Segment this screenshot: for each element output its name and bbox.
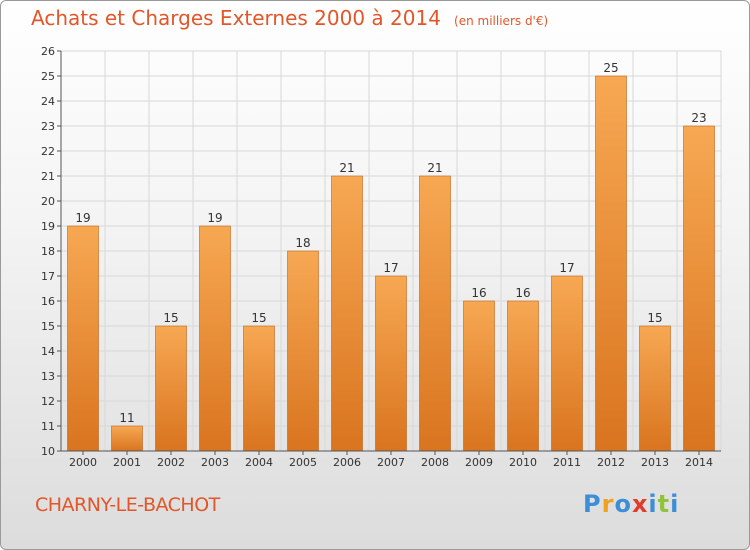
y-tick-label: 18: [41, 245, 55, 258]
bar-2014: [683, 125, 715, 452]
y-tick-label: 20: [41, 195, 55, 208]
logo-letter: i: [670, 490, 680, 518]
logo-letter: P: [583, 490, 602, 518]
y-tick-label: 24: [41, 95, 55, 108]
value-label: 21: [427, 161, 442, 175]
y-tick-label: 23: [41, 120, 55, 133]
city-name: CHARNY-LE-BACHOT: [35, 494, 220, 516]
y-tick-label: 22: [41, 145, 55, 158]
y-tick-label: 25: [41, 70, 55, 83]
value-label: 18: [295, 236, 310, 250]
bar-2008: [419, 175, 451, 452]
bar-2012: [595, 75, 627, 452]
bar-2010: [507, 300, 539, 452]
bar-2006: [331, 175, 363, 452]
logo-letter: x: [631, 490, 649, 518]
x-tick-label: 2006: [333, 456, 361, 469]
bars: 19 11 15 19 15 18 21 17 21 16 16 17 25 15 23: [67, 61, 715, 452]
bar-2005: [287, 250, 319, 452]
bar-2001: [111, 425, 143, 452]
value-label: 15: [647, 311, 662, 325]
x-tick-label: 2005: [289, 456, 317, 469]
value-label: 16: [471, 286, 486, 300]
axes: 10 11 12 13 14 15 16 17 18 19 20 21 22 23 24 25 26 2000 20…: [41, 45, 721, 469]
x-tick-label: 2011: [553, 456, 581, 469]
x-tick-label: 2014: [685, 456, 713, 469]
value-label: 19: [207, 211, 222, 225]
bar-2011: [551, 275, 583, 452]
x-tick-label: 2009: [465, 456, 493, 469]
y-tick-label: 16: [41, 295, 55, 308]
bar-2002: [155, 325, 187, 452]
chart-title: Achats et Charges Externes 2000 à 2014 (…: [31, 6, 548, 30]
y-tick-label: 10: [41, 445, 55, 458]
y-tick-label: 13: [41, 370, 55, 383]
logo-letter: o: [614, 490, 632, 518]
logo-letter: i: [648, 490, 658, 518]
logo-letter: r: [601, 490, 615, 518]
bar-2004: [243, 325, 275, 452]
bar-2007: [375, 275, 407, 452]
bar-2009: [463, 300, 495, 452]
x-tick-label: 2000: [69, 456, 97, 469]
proxiti-logo: Proxiti: [583, 490, 679, 518]
y-tick-label: 17: [41, 270, 55, 283]
value-label: 25: [603, 61, 618, 75]
value-label: 19: [75, 211, 90, 225]
y-tick-label: 12: [41, 395, 55, 408]
value-label: 15: [251, 311, 266, 325]
value-label: 16: [515, 286, 530, 300]
x-tick-label: 2007: [377, 456, 405, 469]
value-label: 15: [163, 311, 178, 325]
y-tick-label: 26: [41, 45, 55, 58]
bar-2003: [199, 225, 231, 452]
x-tick-label: 2002: [157, 456, 185, 469]
y-tick-label: 15: [41, 320, 55, 333]
x-tick-label: 2001: [113, 456, 141, 469]
y-tick-label: 19: [41, 220, 55, 233]
bar-2000: [67, 225, 99, 452]
logo-letter: t: [657, 490, 671, 518]
x-tick-label: 2008: [421, 456, 449, 469]
value-label: 21: [339, 161, 354, 175]
y-tick-label: 21: [41, 170, 55, 183]
unit-text: (en milliers d'€): [454, 14, 549, 28]
bar-2013: [639, 325, 671, 452]
x-tick-label: 2012: [597, 456, 625, 469]
y-tick-label: 14: [41, 345, 55, 358]
x-tick-label: 2004: [245, 456, 273, 469]
x-tick-label: 2013: [641, 456, 669, 469]
y-tick-label: 11: [41, 420, 55, 433]
value-label: 23: [691, 111, 706, 125]
value-label: 17: [383, 261, 398, 275]
x-tick-label: 2003: [201, 456, 229, 469]
title-text: Achats et Charges Externes 2000 à 2014: [31, 6, 441, 30]
value-label: 11: [119, 411, 134, 425]
value-label: 17: [559, 261, 574, 275]
x-tick-label: 2010: [509, 456, 537, 469]
